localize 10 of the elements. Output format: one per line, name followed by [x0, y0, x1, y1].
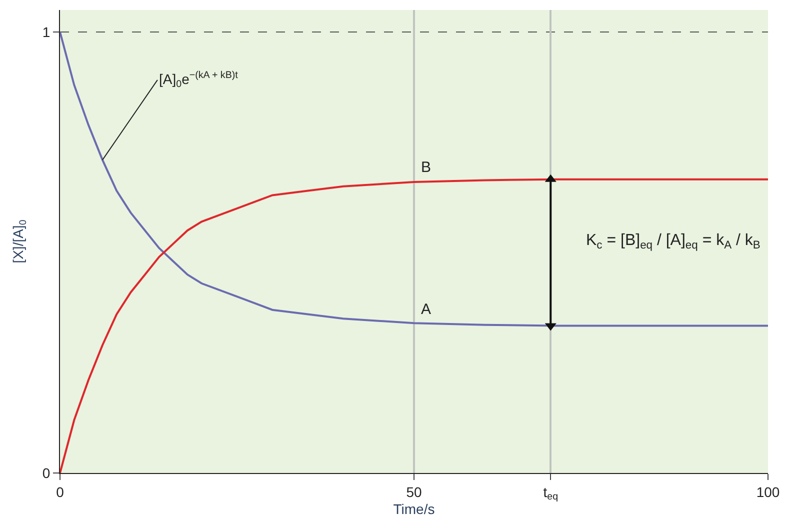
x-tick-label: 100	[756, 484, 780, 500]
x-tick-label: t$_{eq}$	[543, 484, 558, 503]
x-axis-title: Time/s	[393, 501, 435, 518]
x-tick-label: 0	[56, 484, 64, 500]
x-tick-label: 50	[406, 484, 422, 500]
text: K$_{c}$ = [B]$_{eq}$ / [A]$_{eq}$ = k$_{A}$ / k$_{B}$	[586, 232, 760, 252]
annotation: [A]$_{0}$e$^{−(kA + kB)t}$	[159, 70, 238, 90]
y-tick-label: 1	[42, 24, 50, 40]
series-label: A	[421, 301, 432, 318]
series-label: B	[421, 159, 432, 176]
